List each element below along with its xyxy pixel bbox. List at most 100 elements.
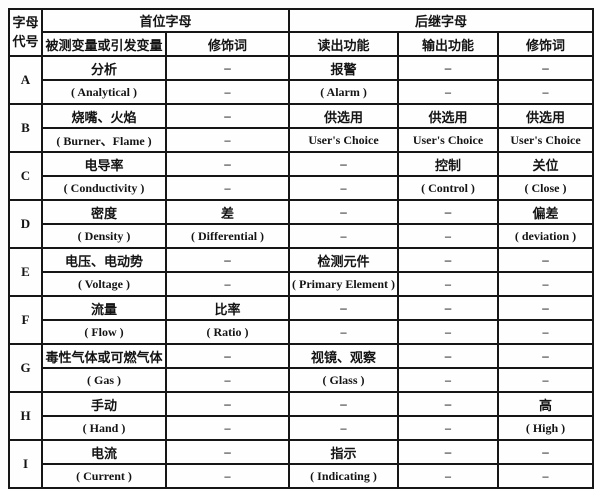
output-function-cell-cn: – <box>397 343 500 369</box>
readout-function-cell-cn: 供选用 <box>288 103 400 129</box>
output-function-cell-cn: – <box>397 391 500 417</box>
readout-function-cell-en: User's Choice <box>288 127 400 153</box>
modifier-succeeding-cell-en: – <box>497 367 595 393</box>
modifier-succeeding-cell-cn: 供选用 <box>497 103 595 129</box>
readout-function-cell-en: ( Primary Element ) <box>288 271 400 297</box>
modifier-first-cell-cn: – <box>164 103 291 129</box>
header-group-row: 字母 代号 首位字母 后继字母 <box>8 8 595 57</box>
modifier-first-cell-en: – <box>164 463 291 489</box>
modifier-first-cell-en: – <box>164 127 291 153</box>
output-function-cell-cn: – <box>397 439 500 465</box>
header-first-letter: 首位字母 <box>40 8 291 33</box>
measured-variable-cell-cn: 分析 <box>41 55 167 81</box>
modifier-succeeding-cell-en: User's Choice <box>497 127 595 153</box>
letter-code-cell: H <box>8 391 43 441</box>
modifier-first-cell-cn: – <box>164 151 291 177</box>
output-function-cell-en: – <box>397 319 500 345</box>
modifier-first-cell-en: ( Ratio ) <box>164 319 291 345</box>
header-measured-variable: 被测变量或引发变量 <box>41 31 167 57</box>
header-letter-code: 字母 代号 <box>8 8 43 57</box>
letter-row-english: ( Voltage ) – ( Primary Element ) – – <box>9 271 595 297</box>
modifier-succeeding-cell-cn: 偏差 <box>497 199 595 225</box>
header-subcolumn-row: 被测变量或引发变量 修饰词 读出功能 输出功能 修饰词 <box>9 31 595 57</box>
measured-variable-cell-cn: 烧嘴、火焰 <box>41 103 167 129</box>
letter-row-chinese: B 烧嘴、火焰 – 供选用 供选用 供选用 <box>8 103 595 153</box>
table-body: A 分析 – 报警 – – ( Analytical ) – ( Alarm )… <box>8 55 595 489</box>
readout-function-cell-cn: – <box>288 391 400 417</box>
letter-code-cell: F <box>8 295 43 345</box>
letter-row-chinese: E 电压、电动势 – 检测元件 – – <box>8 247 595 297</box>
modifier-first-cell-cn: 比率 <box>164 295 291 321</box>
letter-row-english: ( Density ) ( Differential ) – – ( devia… <box>9 223 595 249</box>
output-function-cell-en: ( Control ) <box>397 175 500 201</box>
measured-variable-cell-en: ( Conductivity ) <box>41 175 167 201</box>
output-function-cell-en: – <box>397 415 500 441</box>
readout-function-cell-en: ( Indicating ) <box>288 463 400 489</box>
modifier-first-cell-en: – <box>164 175 291 201</box>
readout-function-cell-en: – <box>288 175 400 201</box>
readout-function-cell-en: – <box>288 319 400 345</box>
modifier-succeeding-cell-en: – <box>497 319 595 345</box>
modifier-first-cell-en: ( Differential ) <box>164 223 291 249</box>
modifier-succeeding-cell-cn: – <box>497 439 595 465</box>
letter-code-cell: B <box>8 103 43 153</box>
modifier-succeeding-cell-cn: – <box>497 55 595 81</box>
letter-code-cell: E <box>8 247 43 297</box>
modifier-first-cell-cn: – <box>164 439 291 465</box>
table-header: 字母 代号 首位字母 后继字母 被测变量或引发变量 修饰词 读出功能 输出功能 … <box>8 8 595 57</box>
modifier-succeeding-cell-en: – <box>497 271 595 297</box>
output-function-cell-cn: 控制 <box>397 151 500 177</box>
letter-row-chinese: G 毒性气体或可燃气体 – 视镜、观察 – – <box>8 343 595 393</box>
letter-code-cell: D <box>8 199 43 249</box>
header-letter-code-line2: 代号 <box>12 33 39 49</box>
readout-function-cell-cn: – <box>288 295 400 321</box>
output-function-cell-cn: – <box>397 55 500 81</box>
letter-row-chinese: F 流量 比率 – – – <box>8 295 595 345</box>
readout-function-cell-en: ( Glass ) <box>288 367 400 393</box>
letter-row-english: ( Conductivity ) – – ( Control ) ( Close… <box>9 175 595 201</box>
output-function-cell-cn: – <box>397 295 500 321</box>
letter-row-english: ( Analytical ) – ( Alarm ) – – <box>9 79 595 105</box>
modifier-first-cell-cn: – <box>164 55 291 81</box>
letter-code-cell: G <box>8 343 43 393</box>
readout-function-cell-cn: 指示 <box>288 439 400 465</box>
modifier-succeeding-cell-en: – <box>497 79 595 105</box>
modifier-first-cell-cn: – <box>164 247 291 273</box>
measured-variable-cell-en: ( Hand ) <box>41 415 167 441</box>
readout-function-cell-en: – <box>288 223 400 249</box>
modifier-succeeding-cell-en: ( deviation ) <box>497 223 595 249</box>
modifier-first-cell-cn: 差 <box>164 199 291 225</box>
measured-variable-cell-cn: 电压、电动势 <box>41 247 167 273</box>
header-output-function: 输出功能 <box>397 31 500 57</box>
measured-variable-cell-cn: 毒性气体或可燃气体 <box>41 343 167 369</box>
readout-function-cell-cn: 检测元件 <box>288 247 400 273</box>
output-function-cell-en: – <box>397 367 500 393</box>
output-function-cell-en: – <box>397 271 500 297</box>
output-function-cell-en: User's Choice <box>397 127 500 153</box>
modifier-succeeding-cell-cn: – <box>497 343 595 369</box>
measured-variable-cell-en: ( Burner、Flame ) <box>41 127 167 153</box>
modifier-first-cell-en: – <box>164 79 291 105</box>
readout-function-cell-cn: 报警 <box>288 55 400 81</box>
letter-row-english: ( Hand ) – – – ( High ) <box>9 415 595 441</box>
readout-function-cell-cn: – <box>288 151 400 177</box>
letter-row-english: ( Burner、Flame ) – User's Choice User's … <box>9 127 595 153</box>
header-modifier-first: 修饰词 <box>164 31 291 57</box>
letter-row-english: ( Flow ) ( Ratio ) – – – <box>9 319 595 345</box>
letter-row-chinese: I 电流 – 指示 – – <box>8 439 595 489</box>
measured-variable-cell-en: ( Analytical ) <box>41 79 167 105</box>
measured-variable-cell-cn: 电导率 <box>41 151 167 177</box>
letter-row-english: ( Gas ) – ( Glass ) – – <box>9 367 595 393</box>
header-succeeding-letter: 后继字母 <box>288 8 595 33</box>
modifier-first-cell-cn: – <box>164 391 291 417</box>
measured-variable-cell-cn: 电流 <box>41 439 167 465</box>
output-function-cell-cn: 供选用 <box>397 103 500 129</box>
readout-function-cell-en: ( Alarm ) <box>288 79 400 105</box>
letter-code-cell: A <box>8 55 43 105</box>
modifier-succeeding-cell-cn: – <box>497 295 595 321</box>
modifier-first-cell-en: – <box>164 415 291 441</box>
header-readout-function: 读出功能 <box>288 31 400 57</box>
header-letter-code-line1: 字母 <box>12 14 39 30</box>
modifier-first-cell-cn: – <box>164 343 291 369</box>
letter-row-chinese: A 分析 – 报警 – – <box>8 55 595 105</box>
